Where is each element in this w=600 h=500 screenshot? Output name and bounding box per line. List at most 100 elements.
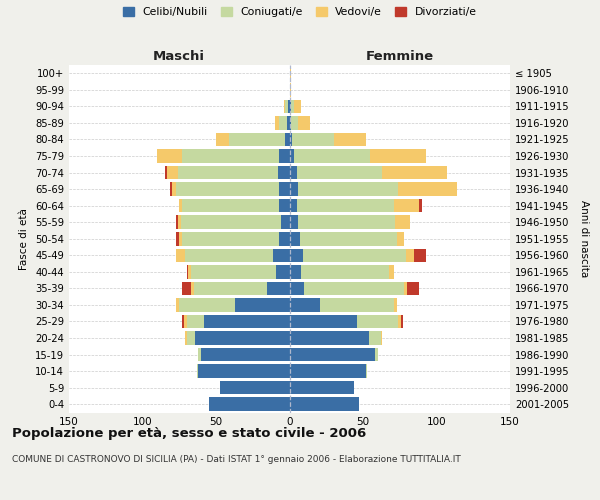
Bar (176, 182, 279, 196)
Bar (176, 216, 178, 229)
Bar (216, 132, 229, 146)
Bar (184, 314, 187, 328)
Bar (285, 132, 290, 146)
Bar (279, 149, 290, 163)
Bar (370, 149, 426, 163)
Y-axis label: Fasce di età: Fasce di età (19, 208, 29, 270)
Bar (298, 116, 310, 130)
Bar (290, 199, 297, 212)
Bar (290, 298, 320, 312)
Bar (187, 265, 188, 278)
Bar (176, 232, 179, 245)
Bar (281, 216, 290, 229)
Bar (157, 149, 182, 163)
Bar (182, 199, 279, 212)
Bar (419, 199, 422, 212)
Bar (187, 314, 204, 328)
Bar (375, 348, 378, 362)
Bar (415, 248, 426, 262)
Bar (290, 398, 359, 411)
Bar (290, 348, 375, 362)
Bar (290, 132, 292, 146)
Bar (209, 398, 290, 411)
Bar (197, 364, 199, 378)
Bar (279, 199, 290, 212)
Bar (398, 314, 401, 328)
Bar (182, 282, 191, 295)
Text: Popolazione per età, sesso e stato civile - 2006: Popolazione per età, sesso e stato civil… (12, 428, 366, 440)
Bar (404, 282, 407, 295)
Bar (279, 182, 290, 196)
Bar (394, 298, 397, 312)
Bar (290, 332, 369, 345)
Bar (170, 182, 172, 196)
Bar (276, 265, 290, 278)
Bar (284, 100, 285, 113)
Bar (395, 216, 410, 229)
Bar (320, 298, 394, 312)
Bar (389, 265, 394, 278)
Text: Femmine: Femmine (365, 50, 434, 62)
Bar (202, 348, 290, 362)
Bar (290, 116, 291, 130)
Bar (172, 182, 176, 196)
Bar (179, 199, 182, 212)
Text: Maschi: Maschi (153, 50, 205, 62)
Bar (279, 116, 287, 130)
Bar (397, 232, 404, 245)
Bar (235, 298, 290, 312)
Bar (182, 314, 184, 328)
Bar (290, 364, 366, 378)
Bar (380, 332, 382, 345)
Bar (285, 100, 288, 113)
Bar (291, 100, 294, 113)
Bar (294, 100, 301, 113)
Bar (164, 166, 167, 179)
Bar (401, 314, 403, 328)
Text: COMUNE DI CASTRONOVO DI SICILIA (PA) - Dati ISTAT 1° gennaio 2006 - Elaborazione: COMUNE DI CASTRONOVO DI SICILIA (PA) - D… (12, 455, 461, 464)
Bar (290, 182, 298, 196)
Bar (188, 265, 191, 278)
Bar (290, 66, 291, 80)
Bar (185, 248, 274, 262)
Bar (406, 248, 415, 262)
Bar (366, 364, 367, 378)
Bar (199, 348, 202, 362)
Bar (229, 132, 285, 146)
Bar (290, 282, 304, 295)
Bar (292, 132, 334, 146)
Bar (290, 166, 297, 179)
Bar (290, 216, 298, 229)
Bar (303, 248, 406, 262)
Bar (394, 199, 419, 212)
Bar (179, 232, 182, 245)
Bar (204, 314, 290, 328)
Bar (382, 166, 447, 179)
Bar (290, 314, 357, 328)
Bar (181, 216, 281, 229)
Bar (182, 232, 279, 245)
Bar (275, 116, 279, 130)
Bar (288, 100, 290, 113)
Bar (178, 216, 181, 229)
Bar (357, 314, 398, 328)
Bar (334, 132, 366, 146)
Bar (194, 282, 268, 295)
Bar (297, 199, 394, 212)
Bar (185, 332, 187, 345)
Bar (279, 232, 290, 245)
Bar (369, 332, 380, 345)
Bar (290, 149, 294, 163)
Bar (290, 83, 291, 96)
Bar (290, 381, 354, 394)
Bar (182, 149, 279, 163)
Bar (176, 248, 185, 262)
Bar (274, 248, 290, 262)
Bar (191, 265, 276, 278)
Bar (290, 265, 301, 278)
Bar (304, 282, 404, 295)
Bar (196, 332, 290, 345)
Bar (167, 166, 178, 179)
Bar (191, 282, 194, 295)
Legend: Celibi/Nubili, Coniugati/e, Vedovi/e, Divorziati/e: Celibi/Nubili, Coniugati/e, Vedovi/e, Di… (119, 3, 481, 22)
